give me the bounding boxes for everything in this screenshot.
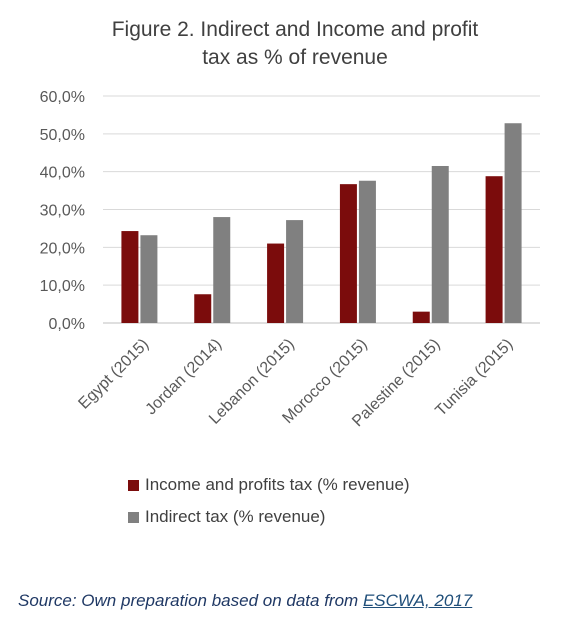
y-tick-label: 0,0%: [49, 316, 85, 333]
bar-indirect: [140, 235, 158, 323]
x-tick-label: Egypt (2015): [75, 336, 152, 413]
y-tick-label: 10,0%: [40, 278, 85, 295]
legend-label-indirect: Indirect tax (% revenue): [145, 507, 326, 526]
bar-income: [412, 311, 430, 323]
y-tick-label: 40,0%: [40, 165, 85, 182]
chart-title-line-2: tax as % of revenue: [202, 46, 388, 69]
chart-legend: Income and profits tax (% revenue) Indir…: [128, 474, 410, 538]
y-tick-label: 20,0%: [40, 240, 85, 257]
x-tick-label: Tunisia (2015): [432, 336, 516, 420]
legend-swatch-indirect: [128, 511, 139, 523]
legend-item-indirect: Indirect tax (% revenue): [128, 506, 410, 528]
bar-indirect: [213, 217, 231, 323]
y-tick-label: 30,0%: [40, 203, 85, 220]
legend-swatch-income: [128, 479, 139, 491]
y-tick-label: 50,0%: [40, 127, 85, 144]
source-link[interactable]: ESCWA, 2017: [362, 591, 473, 610]
x-tick-label: Jordan (2014): [143, 336, 225, 418]
bar-income: [485, 176, 503, 323]
source-note: Source: Own preparation based on data fr…: [18, 591, 472, 611]
bar-income: [267, 243, 285, 323]
source-prefix: Source: Own preparation based on data fr…: [18, 591, 363, 610]
bar-chart: 0,0% 10,0% 20,0% 30,0% 40,0% 50,0% 60,0% Egypt …: [40, 89, 540, 430]
bar-indirect: [431, 165, 449, 323]
bar-indirect: [504, 123, 522, 324]
y-tick-label: 60,0%: [40, 89, 85, 106]
chart-title: Figure 2. Indirect and Income and profit…: [0, 16, 583, 72]
bar-indirect: [358, 180, 376, 323]
legend-label-income: Income and profits tax (% revenue): [145, 475, 410, 494]
bar-income: [339, 184, 357, 323]
legend-item-income: Income and profits tax (% revenue): [128, 474, 410, 496]
bar-income: [121, 231, 139, 323]
chart-title-line-1: Figure 2. Indirect and Income and profit: [111, 18, 479, 41]
bar-indirect: [286, 220, 304, 323]
bar-income: [194, 294, 212, 323]
